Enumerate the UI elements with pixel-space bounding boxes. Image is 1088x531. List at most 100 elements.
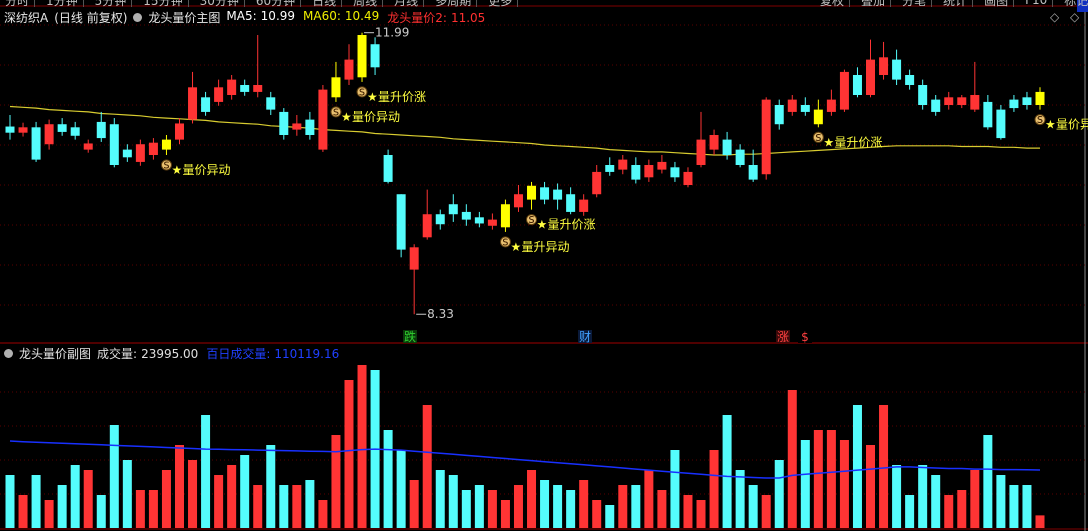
toolbar-button[interactable]: 画图 xyxy=(979,0,1015,7)
candle-body xyxy=(57,124,67,132)
main-header: 深纺织A (日线 前复权) 龙头量价主图 MA5: 10.99 MA60: 10.49… xyxy=(4,9,485,26)
candle-body xyxy=(188,87,198,120)
candle-body xyxy=(644,165,654,178)
toolbar-button[interactable]: 更多 xyxy=(483,0,519,7)
corner-button[interactable] xyxy=(1077,0,1088,12)
volume-bar xyxy=(944,495,954,528)
diamond-icon[interactable]: ◇ xyxy=(1070,10,1080,24)
candle-body xyxy=(174,123,184,140)
toolbar-button[interactable]: 多周期 xyxy=(430,0,478,7)
money-bag-symbol: s xyxy=(1037,112,1043,126)
volume-bar xyxy=(527,470,537,528)
star-icon: ★ xyxy=(823,135,834,149)
toolbar-button[interactable]: 分时 xyxy=(0,0,36,7)
signal-label: 量升价涨 xyxy=(834,134,882,149)
candle-body xyxy=(566,194,576,212)
toolbar-button[interactable]: 统计 xyxy=(938,0,974,7)
toolbar-button[interactable]: 1分钟 xyxy=(41,0,84,7)
candle-body xyxy=(383,155,393,182)
indicator: MA60: 10.49 xyxy=(303,9,379,26)
candle-body xyxy=(461,211,471,220)
toolbar-button[interactable]: 月线 xyxy=(389,0,425,7)
toolbar-button[interactable]: 日线 xyxy=(307,0,343,7)
toolbar-button[interactable]: 分笔 xyxy=(897,0,933,7)
event-marker[interactable]: 跌 xyxy=(404,329,416,344)
indicator: MA5: 10.99 xyxy=(226,9,295,26)
money-bag-symbol: s xyxy=(528,212,534,226)
volume-bar xyxy=(240,455,250,528)
volume-bar xyxy=(57,485,67,528)
volume-bar xyxy=(905,495,915,528)
signal-label: 量价异动 xyxy=(182,163,230,177)
event-marker[interactable]: $ xyxy=(801,330,809,344)
volume-bar xyxy=(292,485,302,528)
volume-bar xyxy=(670,450,680,528)
diamond-icon[interactable]: ◇ xyxy=(1050,10,1060,24)
toolbar-button[interactable]: 5分钟 xyxy=(90,0,133,7)
star-icon: ★ xyxy=(1045,118,1056,132)
candle-body xyxy=(148,142,158,155)
extreme-label: 8.33 xyxy=(427,307,454,321)
volume-bar xyxy=(318,500,328,528)
candle-body xyxy=(344,59,354,80)
candle-body xyxy=(657,161,667,170)
toolbar-button[interactable]: 标记 xyxy=(1059,0,1088,7)
indicator-value: 11.05 xyxy=(450,11,486,25)
candle-body xyxy=(1035,91,1045,105)
toolbar: 分时 1分钟 5分钟 15分钟 30分钟 60分钟 日线 周线 月线 多周期 更多 xyxy=(0,0,519,7)
event-marker-bg xyxy=(578,330,592,343)
candle-body xyxy=(292,123,302,130)
indicator-icon[interactable] xyxy=(133,13,143,22)
volume-bar xyxy=(931,475,941,528)
toolbar-button[interactable]: 60分钟 xyxy=(251,0,302,7)
toolbar-button[interactable]: 周线 xyxy=(348,0,384,7)
candle-body xyxy=(527,185,537,200)
indicator: 龙头量价2: 11.05 xyxy=(387,9,485,26)
volume-bar xyxy=(279,485,289,528)
toolbar-button[interactable]: 复权 xyxy=(815,0,851,7)
candle-body xyxy=(944,97,954,105)
volume-bar xyxy=(70,465,80,528)
volume-bar xyxy=(513,485,523,528)
volume-bar xyxy=(266,445,276,528)
candle-body xyxy=(253,85,263,92)
toolbar-button[interactable]: 15分钟 xyxy=(138,0,189,7)
candle-body xyxy=(331,77,341,98)
volume-bar xyxy=(135,490,145,528)
candle-body xyxy=(631,165,641,180)
toolbar-button[interactable]: 30分钟 xyxy=(195,0,245,7)
star-icon: ★ xyxy=(537,218,548,232)
volume-bar xyxy=(201,415,211,528)
candle-body xyxy=(18,127,28,133)
candle-body xyxy=(500,204,510,228)
candle-body xyxy=(957,97,967,105)
candle-body xyxy=(422,214,432,238)
star-icon: ★ xyxy=(367,90,378,104)
candle-body xyxy=(683,171,693,185)
volume-bar xyxy=(787,390,797,528)
candle-body xyxy=(813,109,823,125)
extreme-label: 11.99 xyxy=(375,26,409,40)
indicator-list: MA5: 10.99 MA60: 10.49 龙头量价2: 11.05 xyxy=(226,9,485,26)
candle-body xyxy=(109,124,119,165)
candle-body xyxy=(409,247,419,270)
candle-body xyxy=(279,111,289,135)
volume-bar xyxy=(18,495,28,528)
volume-bar xyxy=(579,480,589,528)
signal-label: 量升价涨 xyxy=(378,89,426,104)
toolbar-button[interactable]: F10 xyxy=(1020,0,1054,7)
volume-bar xyxy=(148,490,158,528)
volume-bar xyxy=(722,415,732,528)
volume-bar xyxy=(735,470,745,528)
event-marker[interactable]: 涨 xyxy=(777,329,789,344)
volume-bar xyxy=(396,450,406,528)
volume-bar xyxy=(566,490,576,528)
toolbar-button[interactable]: 叠加 xyxy=(856,0,892,7)
volume-bar xyxy=(122,460,132,528)
money-bag-icon xyxy=(526,214,538,226)
event-marker[interactable]: 财 xyxy=(579,330,591,344)
volume-bar xyxy=(1035,515,1045,528)
indicator-icon[interactable] xyxy=(4,349,13,358)
candle-body xyxy=(605,165,615,172)
